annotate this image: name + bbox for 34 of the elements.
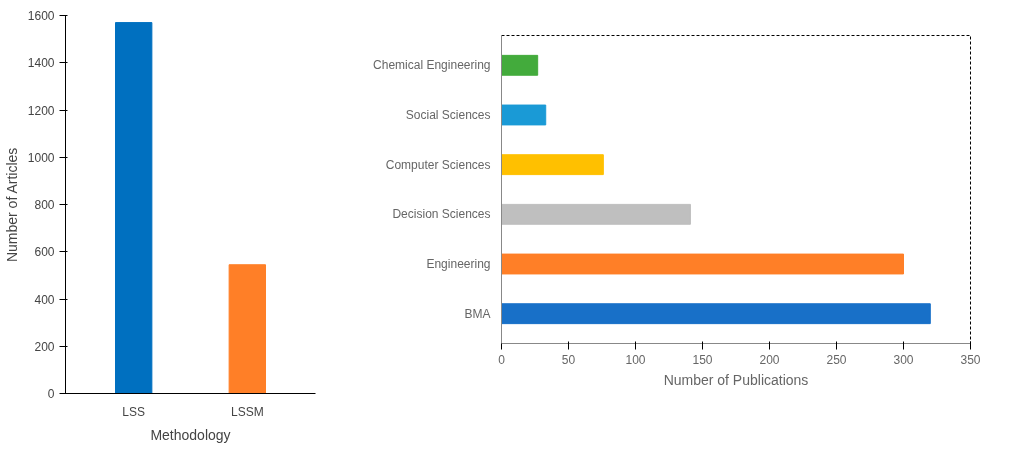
- y-tick-label: 600: [34, 245, 55, 260]
- x-tick-label: 200: [759, 352, 780, 367]
- x-tick-label: 50: [561, 352, 576, 367]
- bar: [501, 203, 691, 225]
- bar: [501, 104, 547, 126]
- bar: [501, 54, 539, 76]
- y-tick-label: 1400: [27, 56, 55, 71]
- y-tick-label: 1000: [27, 150, 55, 165]
- y-tick-label: 200: [34, 339, 55, 354]
- y-tick-label: 800: [34, 198, 55, 212]
- x-tick-label: LSS: [122, 404, 146, 419]
- x-tick-label: 150: [692, 352, 713, 367]
- y-tick-label: Engineering: [426, 257, 491, 272]
- y-tick-label: Decision Sciences: [392, 207, 491, 222]
- x-axis-title: Methodology: [150, 426, 231, 443]
- y-axis-title: Number of Articles: [3, 147, 20, 263]
- y-tick-label: Social Sciences: [405, 107, 491, 122]
- y-tick-label: Computer Sciences: [385, 157, 491, 172]
- x-tick-label: LSSM: [230, 404, 264, 419]
- y-tick-label: 0: [47, 387, 55, 401]
- y-tick-label: 400: [34, 292, 55, 307]
- bar: [501, 154, 604, 176]
- y-tick-label: BMA: [464, 306, 491, 321]
- x-tick-label: 350: [960, 352, 981, 367]
- y-tick-label: 1200: [27, 103, 55, 118]
- x-tick-label: 100: [625, 352, 646, 367]
- x-axis-title: Number of Publications: [663, 371, 809, 388]
- x-tick-label: 250: [826, 352, 847, 367]
- x-tick-label: 300: [893, 352, 914, 367]
- y-tick-label: Chemical Engineering: [373, 58, 491, 73]
- bar: [501, 253, 904, 275]
- y-tick-label: 1600: [27, 9, 55, 23]
- bar: [501, 303, 931, 325]
- x-tick-label: 0: [498, 352, 506, 367]
